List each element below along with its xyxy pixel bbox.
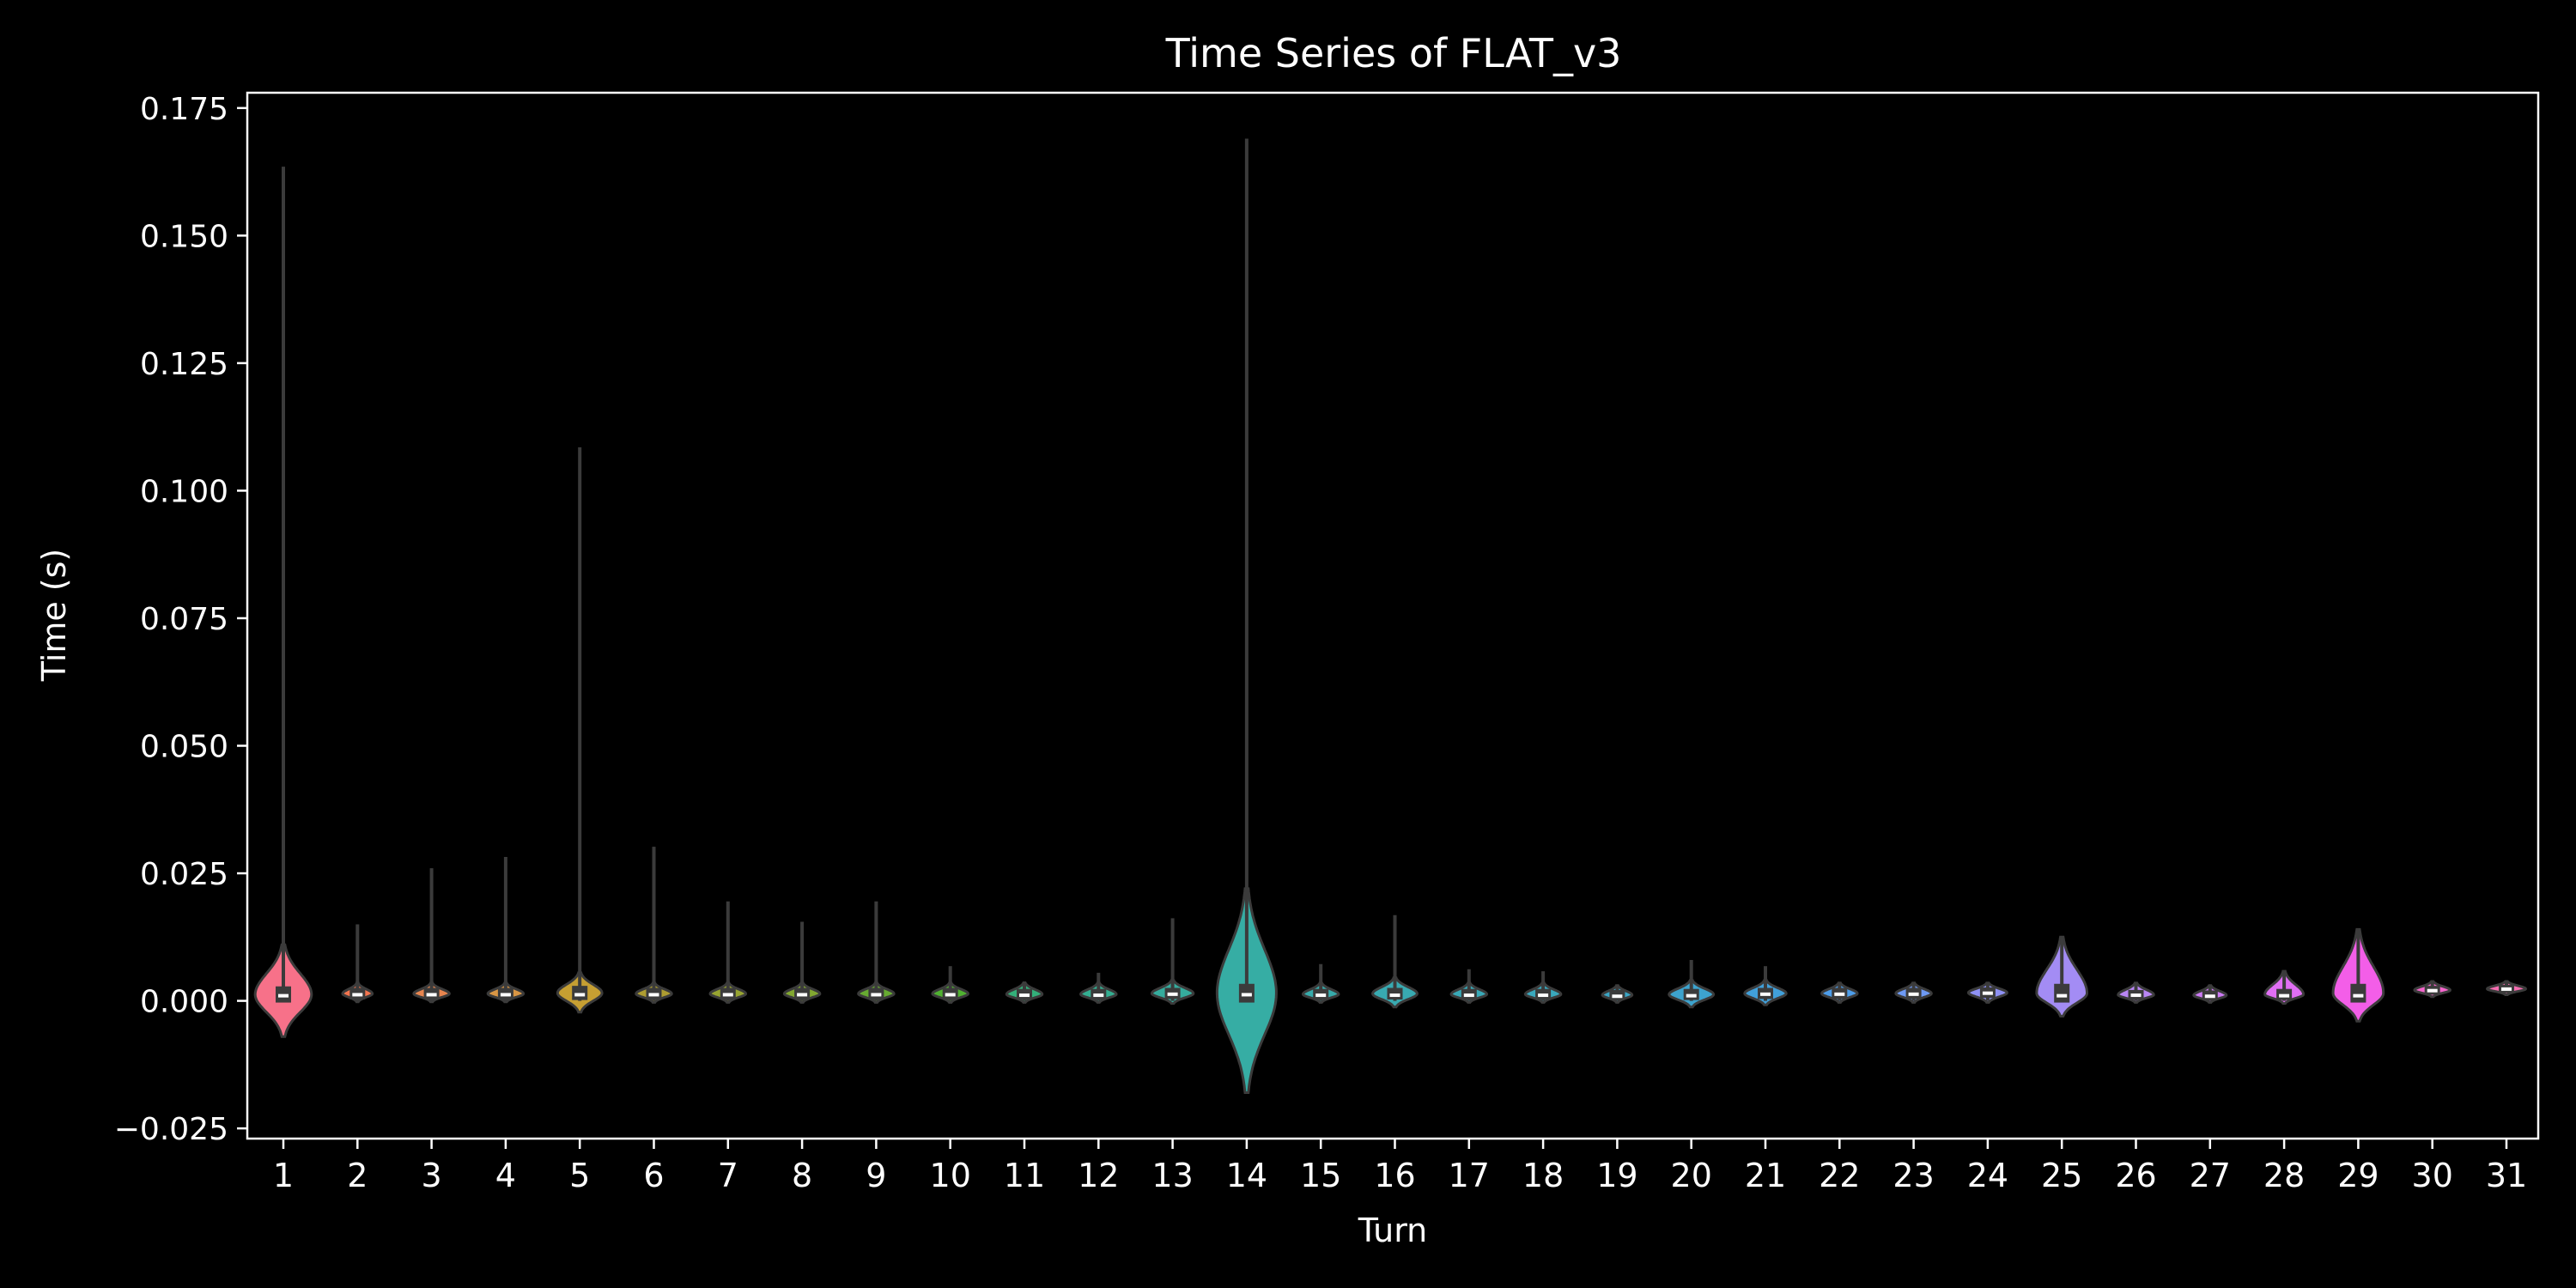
violin-turn-12 <box>1079 972 1118 1004</box>
violin-turn-10 <box>931 966 969 1004</box>
x-tick-label: 29 <box>2337 1157 2379 1194</box>
y-tick-label: 0.025 <box>140 857 228 892</box>
violin-turn-1 <box>253 167 313 1038</box>
x-tick-label: 4 <box>495 1157 516 1194</box>
x-tick-label: 14 <box>1226 1157 1267 1194</box>
x-tick-label: 17 <box>1449 1157 1490 1194</box>
y-tick-label: 0.175 <box>140 92 228 127</box>
violin-turn-6 <box>635 847 673 1004</box>
x-tick-label: 21 <box>1745 1157 1786 1194</box>
violin-turn-11 <box>1005 981 1044 1004</box>
violin-iqr-box <box>2054 983 2070 1003</box>
violin-turn-7 <box>708 901 747 1004</box>
violin-turn-28 <box>2263 969 2305 1005</box>
x-tick-label: 23 <box>1893 1157 1934 1194</box>
x-tick-label: 11 <box>1004 1157 1045 1194</box>
violin-turn-3 <box>412 868 451 1004</box>
x-axis-label: Turn <box>1358 1212 1428 1249</box>
x-axis: 1 2 3 4 5 6 7 8 9 10 11 12 13 14 15 16 17 18 19 20 21 22 23 24 2… <box>273 1139 2527 1194</box>
violin-turn-27 <box>2192 984 2228 1004</box>
x-tick-label: 28 <box>2263 1157 2305 1194</box>
violin-turn-31 <box>2486 980 2527 996</box>
violin-turn-18 <box>1523 971 1563 1004</box>
violin-turn-24 <box>1967 981 2008 1004</box>
x-tick-label: 30 <box>2412 1157 2453 1194</box>
violin-turn-26 <box>2117 981 2155 1004</box>
violin-turn-23 <box>1894 981 1933 1004</box>
violin-turn-30 <box>2413 980 2451 999</box>
violin-turn-17 <box>1449 969 1488 1004</box>
x-tick-label: 1 <box>273 1157 294 1194</box>
violin-turn-8 <box>782 921 822 1004</box>
y-tick-label: 0.050 <box>140 730 228 765</box>
x-tick-label: 7 <box>718 1157 738 1194</box>
violin-turn-19 <box>1601 984 1634 1004</box>
violin-turn-13 <box>1150 918 1195 1005</box>
y-tick-label: 0.100 <box>140 474 228 509</box>
violin-turn-5 <box>556 447 604 1014</box>
violin-turn-21 <box>1743 966 1788 1006</box>
violin-turn-22 <box>1820 981 1859 1004</box>
x-tick-label: 31 <box>2486 1157 2527 1194</box>
violin-iqr-box <box>572 986 588 1000</box>
y-tick-label: 0.150 <box>140 219 228 254</box>
y-tick-label: 0.000 <box>140 985 228 1020</box>
violin-turn-2 <box>341 924 374 1004</box>
violin-iqr-box <box>2350 983 2366 1003</box>
violin-turn-20 <box>1668 960 1716 1009</box>
violin-turn-25 <box>2035 935 2088 1018</box>
x-tick-label: 12 <box>1078 1157 1119 1194</box>
x-tick-label: 13 <box>1151 1157 1193 1194</box>
violin-turn-16 <box>1371 914 1419 1009</box>
x-tick-label: 3 <box>422 1157 442 1194</box>
x-tick-label: 10 <box>930 1157 971 1194</box>
y-axis-label: Time (s) <box>35 549 73 683</box>
chart-title: Time Series of FLAT_v3 <box>1165 30 1622 76</box>
axes-frame <box>246 91 2540 1140</box>
x-tick-label: 25 <box>2041 1157 2082 1194</box>
violin-turn-14 <box>1215 138 1278 1094</box>
x-tick-label: 9 <box>866 1157 886 1194</box>
violin-turn-29 <box>2331 927 2385 1023</box>
x-tick-label: 27 <box>2190 1157 2231 1194</box>
y-tick-label: −0.025 <box>114 1112 228 1147</box>
x-tick-label: 20 <box>1671 1157 1712 1194</box>
x-tick-label: 5 <box>569 1157 590 1194</box>
x-tick-label: 2 <box>347 1157 368 1194</box>
y-tick-label: 0.075 <box>140 602 228 637</box>
violin-turn-4 <box>486 857 526 1004</box>
x-tick-label: 19 <box>1596 1157 1637 1194</box>
y-axis: −0.025 0.000 0.025 0.050 0.075 0.100 0.125 0.15… <box>114 92 247 1147</box>
x-tick-label: 16 <box>1374 1157 1415 1194</box>
y-tick-label: 0.125 <box>140 347 228 382</box>
plot-area <box>253 138 2527 1094</box>
x-tick-label: 15 <box>1300 1157 1341 1194</box>
violin-turn-9 <box>857 901 896 1004</box>
violin-turn-15 <box>1302 963 1340 1004</box>
x-tick-label: 24 <box>1967 1157 2008 1194</box>
x-tick-label: 18 <box>1522 1157 1564 1194</box>
x-tick-label: 26 <box>2115 1157 2156 1194</box>
x-tick-label: 22 <box>1819 1157 1860 1194</box>
x-tick-label: 6 <box>643 1157 664 1194</box>
x-tick-label: 8 <box>792 1157 812 1194</box>
